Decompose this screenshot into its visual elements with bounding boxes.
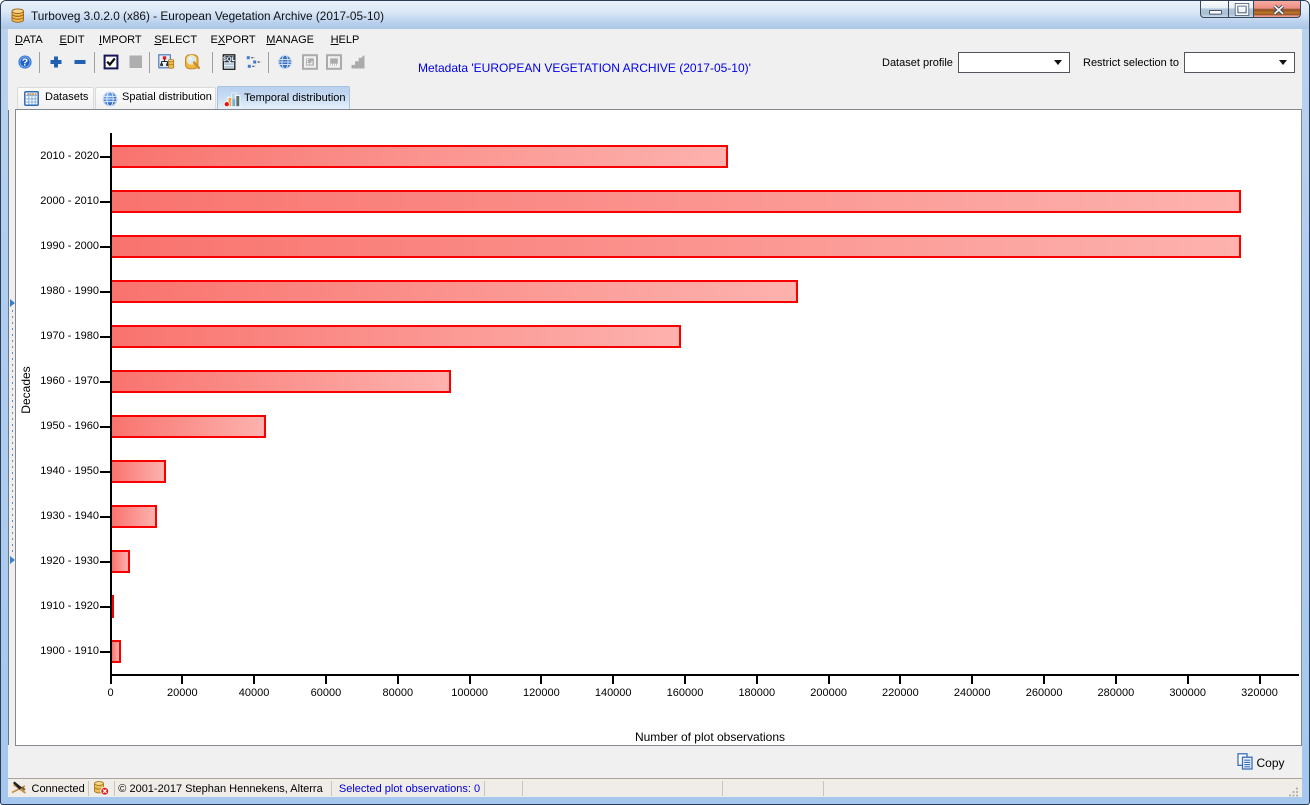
svg-text:SQL: SQL	[223, 57, 236, 63]
svg-text:?: ?	[21, 57, 27, 69]
